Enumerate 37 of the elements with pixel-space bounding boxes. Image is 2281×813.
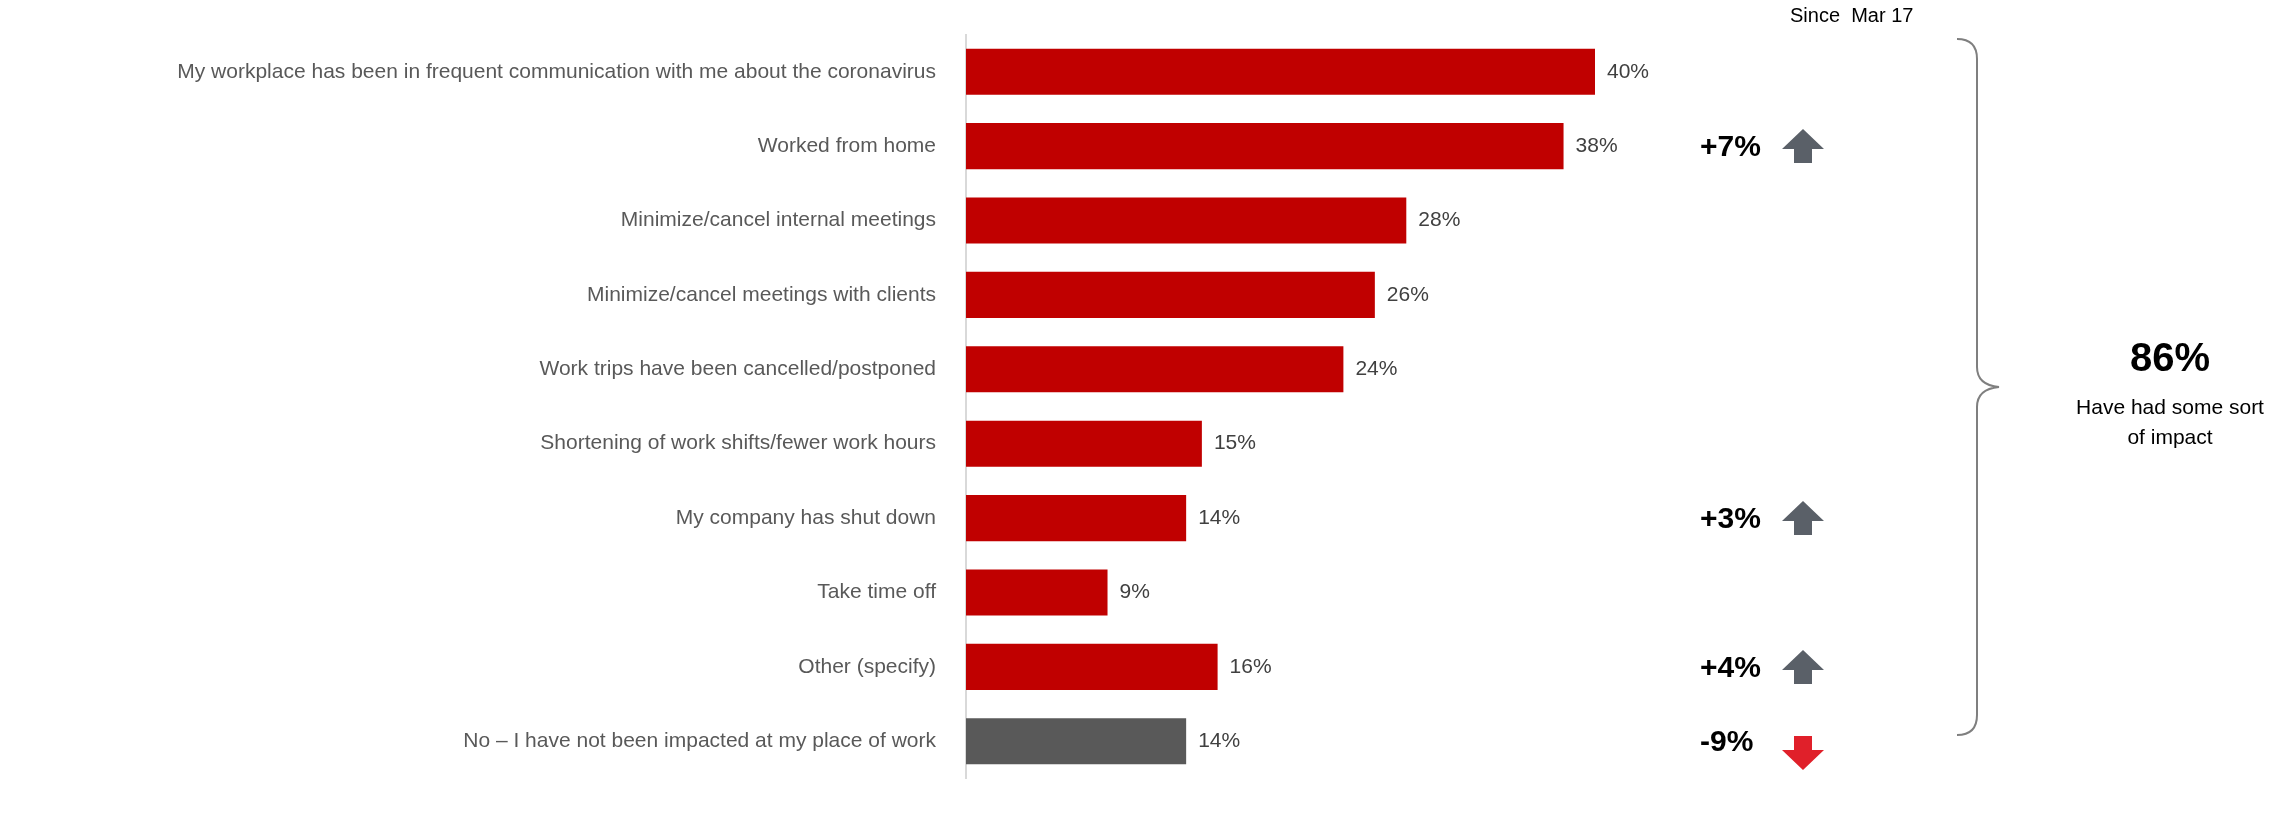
data-label: 16% bbox=[1229, 653, 1272, 677]
data-label: 24% bbox=[1355, 356, 1398, 380]
text: +7% bbox=[1700, 129, 1761, 164]
bar bbox=[966, 420, 1202, 467]
data-label: 9% bbox=[1119, 579, 1150, 603]
y-tick-label: Worked from home bbox=[757, 132, 936, 156]
data-label: 40% bbox=[1607, 58, 1650, 82]
text: +3% bbox=[1700, 501, 1761, 536]
y-tick-label: My company has shut down bbox=[675, 504, 936, 528]
y-tick-label: Minimize/cancel internal meetings bbox=[620, 207, 936, 231]
bar bbox=[966, 495, 1187, 542]
data-label: 28% bbox=[1418, 207, 1461, 231]
bar bbox=[966, 346, 1344, 393]
bar bbox=[966, 643, 1218, 690]
y-tick-label: My workplace has been in frequent communication with me about the coronavirus bbox=[177, 58, 936, 82]
data-label: 14% bbox=[1198, 504, 1241, 528]
y-tick-label: Minimize/cancel meetings with clients bbox=[587, 281, 936, 305]
y-tick-label: Other (specify) bbox=[798, 653, 936, 677]
text: 86% bbox=[2128, 335, 2212, 380]
text: +4% bbox=[1700, 649, 1761, 684]
text: -9% bbox=[1700, 724, 1754, 759]
text: Since Mar 17 bbox=[1790, 4, 1914, 27]
bar bbox=[966, 718, 1187, 765]
data-label: 38% bbox=[1575, 132, 1618, 156]
y-tick-label: No – I have not been impacted at my place of work bbox=[463, 728, 937, 752]
bar bbox=[966, 48, 1595, 95]
y-tick-label: Take time off bbox=[817, 579, 937, 603]
bar bbox=[966, 197, 1407, 244]
y-tick-label: Shortening of work shifts/fewer work hours bbox=[540, 430, 936, 454]
bar bbox=[966, 123, 1564, 170]
data-label: 26% bbox=[1386, 281, 1429, 305]
y-tick-label: Work trips have been cancelled/postponed bbox=[539, 356, 936, 380]
data-label: 15% bbox=[1213, 430, 1256, 454]
bar bbox=[966, 569, 1108, 616]
data-label: 14% bbox=[1198, 728, 1241, 752]
bar bbox=[966, 271, 1375, 318]
text: Have had some sort of impact bbox=[2075, 394, 2265, 450]
